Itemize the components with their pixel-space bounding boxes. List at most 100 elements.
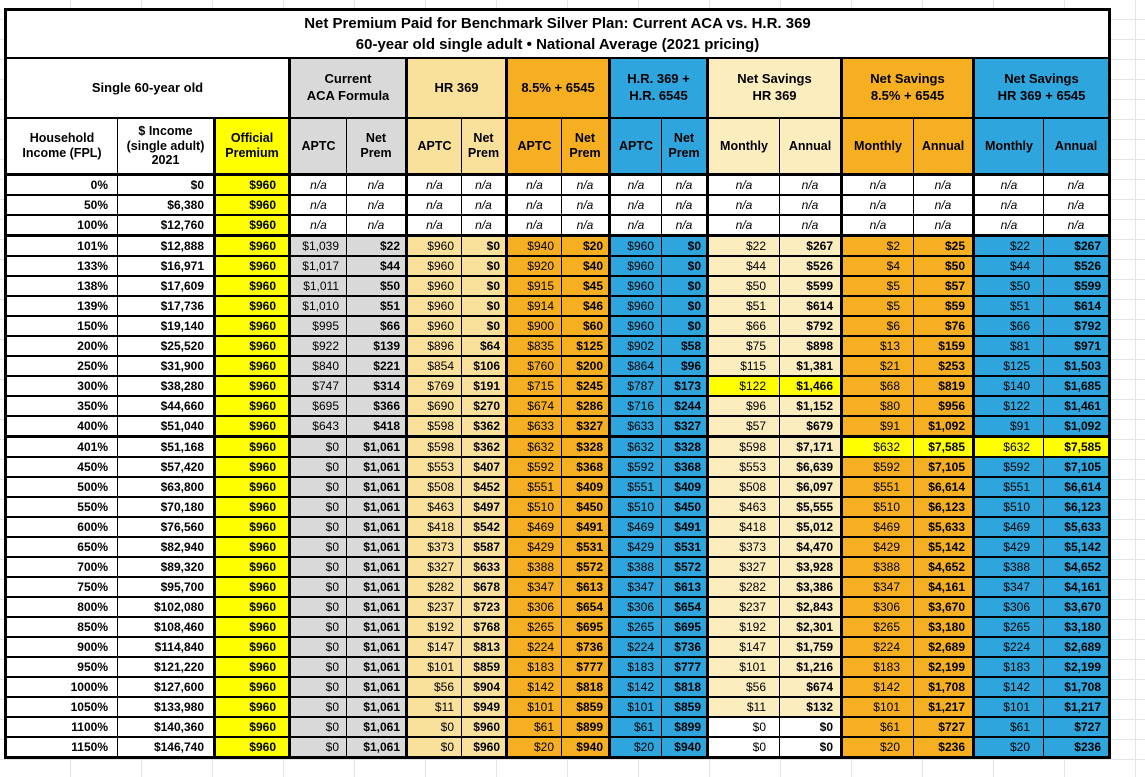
group-header-row: Single 60-year old Current ACA Formula HR … bbox=[5, 57, 1110, 119]
cell-p85-net: $654 bbox=[561, 596, 610, 618]
cell-ns85-a: $59 bbox=[913, 295, 974, 317]
cell-aca-net: $314 bbox=[346, 375, 407, 397]
cell-t369-aptc: $598 bbox=[405, 415, 462, 438]
cell-aca-aptc: n/a bbox=[288, 214, 347, 237]
group-header-net-savings-8-5-6545: Net Savings 8.5% + 6545 bbox=[840, 57, 974, 119]
cell-prem: $960 bbox=[213, 516, 290, 538]
cell-ns85-m: $388 bbox=[840, 556, 914, 578]
cell-comb-net: $0 bbox=[661, 295, 708, 317]
cell-prem: $960 bbox=[213, 536, 290, 558]
cell-comb-net: $173 bbox=[661, 375, 708, 397]
column-header-p85-net: Net Prem bbox=[561, 117, 610, 176]
cell-nscomb-a: n/a bbox=[1043, 214, 1110, 237]
cell-comb-aptc: $902 bbox=[608, 335, 662, 357]
cell-p85-net: $940 bbox=[561, 736, 610, 759]
cell-ns85-a: $5,142 bbox=[913, 536, 974, 558]
cell-t369-net: $904 bbox=[461, 676, 507, 698]
cell-inc: $121,220 bbox=[117, 656, 215, 678]
cell-fpl: 1000% bbox=[5, 676, 118, 698]
cell-inc: $127,600 bbox=[117, 676, 215, 698]
cell-nscomb-m: $122 bbox=[972, 395, 1044, 417]
cell-p85-net: $40 bbox=[561, 255, 610, 277]
group-header-8-5-6545: 8.5% + 6545 bbox=[505, 57, 610, 119]
cell-comb-aptc: $101 bbox=[608, 696, 662, 718]
cell-p85-aptc: $224 bbox=[505, 636, 562, 658]
cell-fpl: 800% bbox=[5, 596, 118, 618]
cell-t369-net: $452 bbox=[461, 476, 507, 498]
table-row: 1150% $146,740 $960 $0 $1,061 $0 $960 $20 $940 $2… bbox=[5, 736, 1110, 759]
cell-comb-aptc: $265 bbox=[608, 616, 662, 638]
cell-fpl: 50% bbox=[5, 194, 118, 216]
cell-comb-net: $736 bbox=[661, 636, 708, 658]
cell-inc: $95,700 bbox=[117, 576, 215, 598]
cell-ns369-a: $1,759 bbox=[779, 636, 842, 658]
cell-nscomb-a: $236 bbox=[1043, 736, 1110, 759]
cell-nscomb-a: $526 bbox=[1043, 255, 1110, 277]
cell-comb-net: $0 bbox=[661, 315, 708, 337]
cell-ns369-m: $147 bbox=[706, 636, 780, 658]
cell-nscomb-m: $510 bbox=[972, 496, 1044, 518]
cell-p85-aptc: $61 bbox=[505, 716, 562, 738]
cell-ns369-m: $66 bbox=[706, 315, 780, 337]
cell-prem: $960 bbox=[213, 616, 290, 638]
cell-ns85-a: $5,633 bbox=[913, 516, 974, 538]
cell-ns369-a: $2,301 bbox=[779, 616, 842, 638]
table-body: 0% $0 $960 n/a n/a n/a n/a n/a n/a n/a n/a n/a n/a n/… bbox=[5, 173, 1110, 759]
cell-ns369-a: $792 bbox=[779, 315, 842, 337]
column-header-aca-net: Net Prem bbox=[346, 117, 407, 176]
cell-fpl: 300% bbox=[5, 375, 118, 397]
cell-p85-aptc: $633 bbox=[505, 415, 562, 438]
column-header-ns369-m: Monthly bbox=[706, 117, 780, 176]
cell-ns369-m: $51 bbox=[706, 295, 780, 317]
cell-ns85-m: $91 bbox=[840, 415, 914, 438]
table-row: 138% $17,609 $960 $1,011 $50 $960 $0 $915 $45 $96… bbox=[5, 275, 1110, 297]
table-row: 139% $17,736 $960 $1,010 $51 $960 $0 $914 $46 $96… bbox=[5, 295, 1110, 317]
cell-prem: $960 bbox=[213, 556, 290, 578]
table-row: 0% $0 $960 n/a n/a n/a n/a n/a n/a n/a n/a n/a n/a n/… bbox=[5, 173, 1110, 196]
cell-comb-net: $96 bbox=[661, 355, 708, 377]
cell-ns85-m: $429 bbox=[840, 536, 914, 558]
cell-comb-aptc: $224 bbox=[608, 636, 662, 658]
cell-fpl: 0% bbox=[5, 173, 118, 196]
cell-p85-net: $899 bbox=[561, 716, 610, 738]
cell-fpl: 450% bbox=[5, 456, 118, 478]
cell-p85-aptc: $347 bbox=[505, 576, 562, 598]
cell-nscomb-m: $551 bbox=[972, 476, 1044, 498]
cell-ns85-a: $159 bbox=[913, 335, 974, 357]
cell-prem: $960 bbox=[213, 696, 290, 718]
cell-inc: $82,940 bbox=[117, 536, 215, 558]
cell-t369-aptc: $327 bbox=[405, 556, 462, 578]
cell-ns369-m: $57 bbox=[706, 415, 780, 438]
cell-p85-net: $125 bbox=[561, 335, 610, 357]
cell-ns85-a: n/a bbox=[913, 194, 974, 216]
cell-ns85-m: $68 bbox=[840, 375, 914, 397]
cell-p85-net: $777 bbox=[561, 656, 610, 678]
cell-aca-aptc: $747 bbox=[288, 375, 347, 397]
cell-aca-net: $1,061 bbox=[346, 616, 407, 638]
cell-t369-net: $542 bbox=[461, 516, 507, 538]
cell-t369-aptc: $373 bbox=[405, 536, 462, 558]
cell-comb-net: $0 bbox=[661, 275, 708, 297]
cell-ns85-m: $592 bbox=[840, 456, 914, 478]
cell-p85-net: $45 bbox=[561, 275, 610, 297]
cell-t369-aptc: $56 bbox=[405, 676, 462, 698]
cell-comb-net: $613 bbox=[661, 576, 708, 598]
cell-comb-net: $244 bbox=[661, 395, 708, 417]
cell-ns369-a: $5,555 bbox=[779, 496, 842, 518]
cell-ns85-a: $6,123 bbox=[913, 496, 974, 518]
cell-nscomb-a: $267 bbox=[1043, 234, 1110, 257]
cell-fpl: 401% bbox=[5, 435, 118, 458]
group-header-h-r-369-h-r-6545: H.R. 369 + H.R. 6545 bbox=[608, 57, 708, 119]
cell-ns369-m: $11 bbox=[706, 696, 780, 718]
cell-aca-aptc: $0 bbox=[288, 516, 347, 538]
cell-nscomb-m: n/a bbox=[972, 194, 1044, 216]
cell-nscomb-m: $347 bbox=[972, 576, 1044, 598]
cell-p85-net: $613 bbox=[561, 576, 610, 598]
cell-t369-aptc: $463 bbox=[405, 496, 462, 518]
cell-t369-net: $191 bbox=[461, 375, 507, 397]
cell-t369-aptc: n/a bbox=[405, 173, 462, 196]
cell-aca-net: $1,061 bbox=[346, 596, 407, 618]
cell-nscomb-a: $6,614 bbox=[1043, 476, 1110, 498]
group-header-net-savings-hr-369-6545: Net Savings HR 369 + 6545 bbox=[972, 57, 1110, 119]
cell-comb-aptc: $61 bbox=[608, 716, 662, 738]
